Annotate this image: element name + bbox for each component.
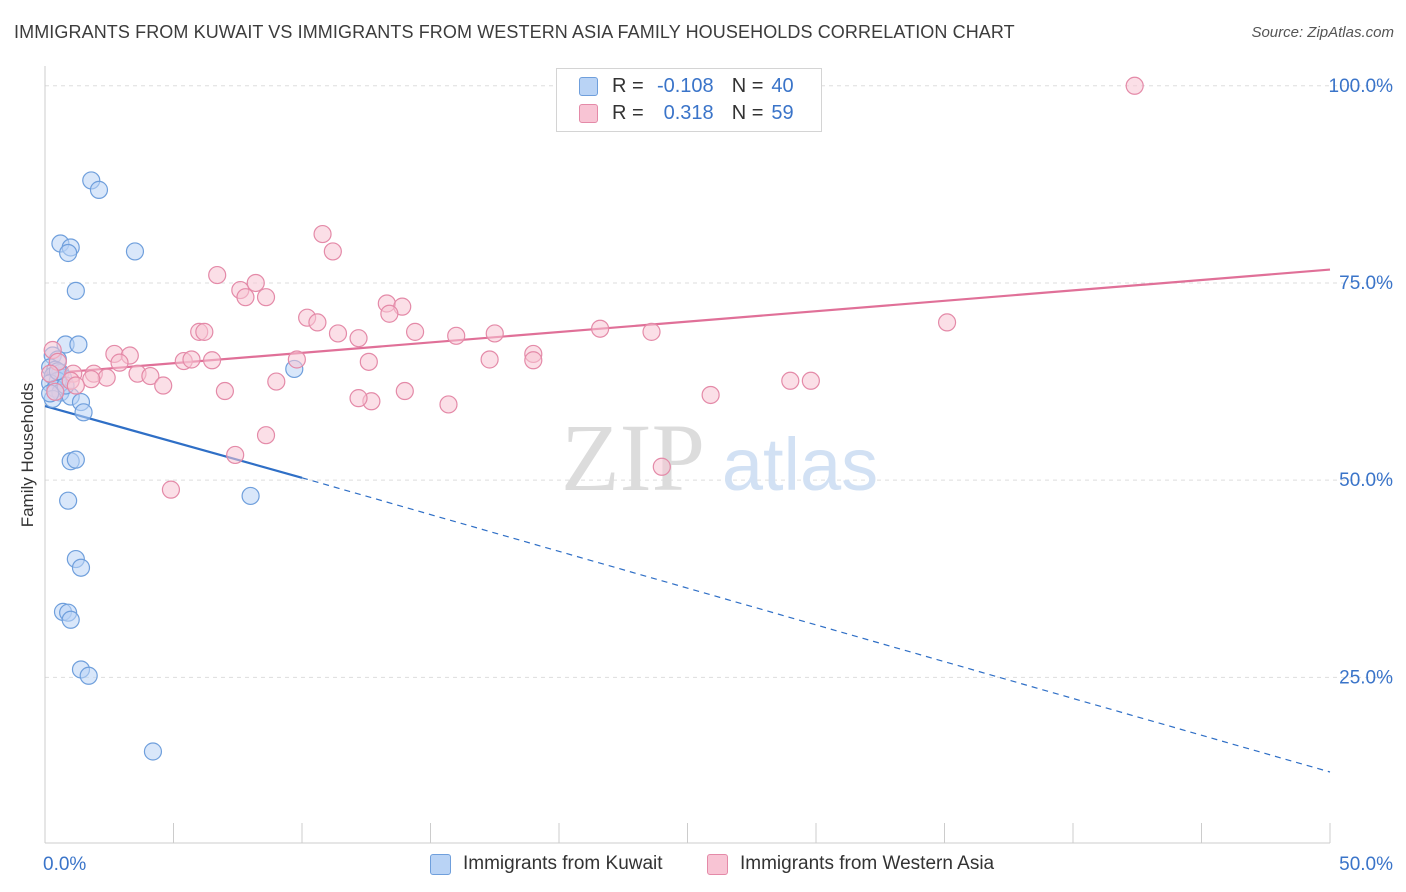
point-western-asia-51 [349, 389, 368, 408]
legend-swatch-kuwait [579, 76, 598, 96]
watermark-zip: ZIP [561, 404, 705, 511]
point-western-asia-22 [349, 329, 368, 348]
point-western-asia-53 [701, 385, 720, 405]
legend-n-label: N = [731, 74, 764, 97]
point-western-asia-27 [202, 351, 222, 370]
point-kuwait-33 [61, 610, 80, 629]
x-tick-label-min: 0.0% [43, 854, 86, 875]
legend-row-western-asia: R = 0.318 N = 59 [579, 100, 801, 126]
point-kuwait-36 [143, 742, 163, 761]
x-tick-label-max: 50.0% [1339, 854, 1393, 875]
axes [44, 66, 1331, 844]
point-western-asia-36 [41, 364, 60, 383]
point-kuwait-1 [89, 180, 109, 199]
point-western-asia-28 [287, 350, 306, 369]
point-western-asia-17 [447, 326, 466, 345]
point-western-asia-7 [256, 288, 276, 307]
point-western-asia-20 [642, 322, 661, 341]
tick-labels: 25.0% 50.0% 75.0% 100.0% 0.0% 50.0% [43, 76, 1393, 875]
legend-row-kuwait: R = -0.108 N = 40 [579, 73, 801, 99]
y-tick-label-50: 50.0% [1339, 470, 1393, 491]
point-western-asia-56 [256, 426, 276, 445]
y-axis-label: Family Households [18, 382, 37, 528]
source-label: Source: ZipAtlas.com [1251, 24, 1394, 41]
point-western-asia-21 [937, 313, 957, 332]
point-western-asia-26 [182, 350, 201, 369]
point-western-asia-6 [236, 288, 255, 307]
bottom-legend-swatch-kuwait [430, 853, 451, 875]
point-western-asia-32 [524, 351, 543, 370]
point-western-asia-52 [439, 395, 458, 414]
point-kuwait-26 [66, 450, 85, 469]
legend-n-value-western-asia: 59 [771, 101, 794, 124]
bottom-legend-kuwait: Immigrants from Kuwait [430, 852, 663, 876]
stats-legend: R = -0.108 N = 40 R = 0.318 N = 59 [556, 68, 822, 132]
watermark-atlas: atlas [722, 423, 878, 506]
point-western-asia-58 [652, 457, 671, 476]
point-kuwait-27 [59, 491, 78, 510]
point-western-asia-45 [66, 376, 85, 395]
point-western-asia-29 [359, 352, 378, 371]
point-kuwait-23 [74, 403, 93, 422]
trend-line-dashed-0 [301, 477, 1331, 773]
point-western-asia-41 [141, 366, 160, 386]
point-western-asia-49 [395, 381, 414, 401]
y-tick-label-25: 25.0% [1339, 667, 1393, 688]
point-western-asia-59 [161, 480, 181, 499]
point-western-asia-54 [781, 371, 800, 390]
point-western-asia-42 [82, 370, 101, 389]
point-western-asia-3 [208, 265, 227, 285]
point-western-asia-47 [46, 382, 65, 401]
legend-swatch-western-asia [579, 103, 598, 123]
bottom-legend-western-asia: Immigrants from Western Asia [707, 852, 994, 876]
point-western-asia-15 [328, 324, 348, 343]
legend-r-label: R = [612, 74, 644, 97]
point-western-asia-1 [313, 224, 332, 244]
bottom-legend-swatch-western-asia [707, 853, 728, 875]
point-western-asia-57 [226, 445, 245, 465]
point-western-asia-16 [405, 322, 425, 341]
point-kuwait-4 [59, 243, 78, 263]
point-kuwait-8 [69, 335, 88, 354]
legend-r-value-kuwait: -0.108 [656, 74, 714, 97]
point-kuwait-5 [125, 242, 145, 261]
data-points [41, 76, 1144, 761]
point-western-asia-2 [323, 242, 342, 261]
point-kuwait-35 [79, 666, 98, 685]
point-kuwait-28 [241, 486, 260, 506]
point-western-asia-55 [801, 371, 820, 390]
point-western-asia-39 [97, 368, 116, 387]
y-tick-label-100: 100.0% [1329, 76, 1394, 97]
watermark: ZIP atlas [561, 404, 878, 511]
point-western-asia-30 [480, 350, 499, 369]
point-western-asia-12 [308, 313, 327, 332]
bottom-legend-label-kuwait: Immigrants from Kuwait [463, 853, 663, 874]
legend-r-label: R = [612, 101, 644, 124]
point-western-asia-35 [110, 353, 129, 372]
chart-title: IMMIGRANTS FROM KUWAIT VS IMMIGRANTS FRO… [14, 22, 1015, 42]
point-western-asia-10 [380, 304, 399, 323]
point-kuwait-6 [66, 281, 85, 300]
point-western-asia-14 [195, 322, 214, 341]
point-western-asia-48 [215, 381, 234, 401]
trend-lines [44, 268, 1331, 773]
legend-r-value-western-asia: 0.318 [663, 101, 714, 124]
point-western-asia-19 [591, 319, 610, 338]
point-western-asia-46 [267, 372, 286, 391]
point-western-asia-4 [246, 273, 265, 293]
legend-n-label: N = [731, 101, 764, 124]
bottom-legend-label-western-asia: Immigrants from Western Asia [740, 853, 995, 874]
y-tick-label-75: 75.0% [1339, 273, 1393, 294]
point-western-asia-44 [154, 376, 173, 395]
grid-lines [45, 85, 1392, 678]
point-western-asia-18 [485, 324, 504, 343]
trend-line-solid-1 [44, 268, 1331, 375]
point-kuwait-30 [71, 558, 91, 577]
point-western-asia-0 [1125, 76, 1144, 95]
legend-n-value-kuwait: 40 [771, 74, 794, 97]
